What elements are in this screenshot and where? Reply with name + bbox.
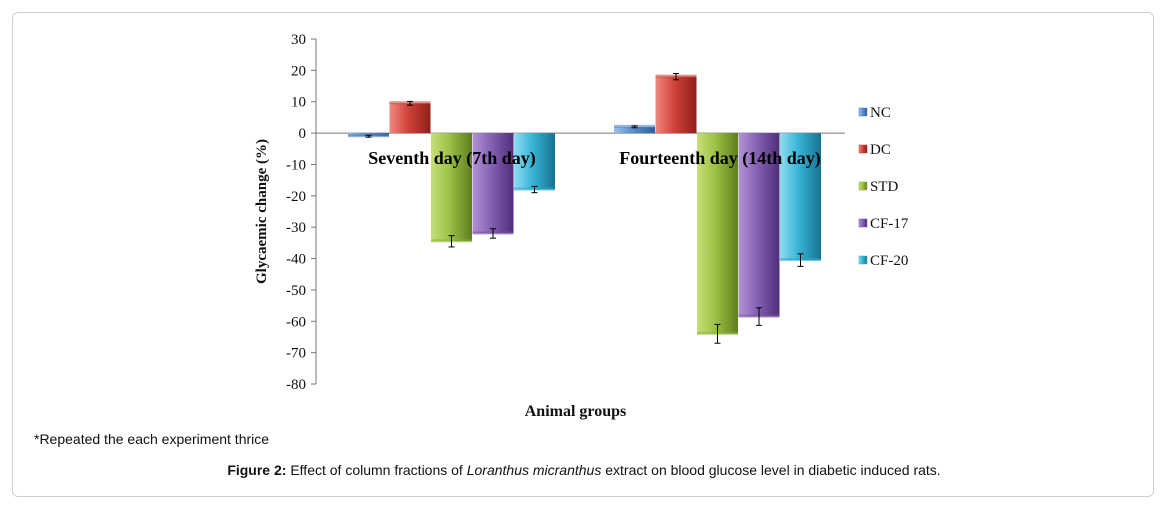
bar-std-2 <box>697 133 738 334</box>
caption-text-after: extract on blood glucose level in diabet… <box>601 462 941 478</box>
figure-frame <box>12 12 1154 497</box>
bar-nc-2 <box>614 126 655 134</box>
y-axis-title: Glycaemic change (%) <box>254 139 270 284</box>
figure-caption: Figure 2: Effect of column fractions of … <box>0 462 1168 478</box>
legend-swatch-nc <box>858 107 868 117</box>
legend-label-nc: NC <box>870 105 891 121</box>
bar-dc-2 <box>655 76 697 134</box>
y-tick-label: 10 <box>291 95 306 111</box>
bar-cf-20-2 <box>780 133 821 261</box>
legend-label-cf-20: CF-20 <box>870 253 908 269</box>
y-tick-label: -60 <box>286 314 306 330</box>
bar-cf-20-1 <box>514 133 555 190</box>
caption-text-before: Effect of column fractions of <box>286 462 467 478</box>
y-tick-label: -80 <box>286 377 306 393</box>
y-tick-label: -70 <box>286 346 306 362</box>
category-label: Seventh day (7th day) <box>368 148 536 169</box>
legend-label-dc: DC <box>870 142 891 158</box>
bar-dc-1 <box>389 103 431 134</box>
y-tick-label: -40 <box>286 252 306 268</box>
y-tick-label: 30 <box>291 32 306 48</box>
category-label: Fourteenth day (14th day) <box>619 148 821 169</box>
legend-label-std: STD <box>870 179 899 195</box>
caption-species: Loranthus micranthus <box>466 462 602 478</box>
y-tick-label: 0 <box>299 126 307 142</box>
y-tick-label: -50 <box>286 283 306 299</box>
y-tick-label: -30 <box>286 220 306 236</box>
y-tick-label: -10 <box>286 157 306 173</box>
footnote: *Repeated the each experiment thrice <box>34 431 270 447</box>
bar-cf-17-2 <box>738 133 780 317</box>
legend-swatch-std <box>858 181 868 191</box>
x-axis-title: Animal groups <box>525 403 627 420</box>
y-tick-label: -20 <box>286 189 306 205</box>
legend-swatch-cf-20 <box>858 255 868 265</box>
chart: 30 20 10 0 -10 -20 -30 -40 -50 -60 -70 -80 Glycaemi… <box>254 32 909 420</box>
y-tick-label: 20 <box>291 63 306 79</box>
caption-label: Figure 2: <box>227 462 287 478</box>
legend-swatch-dc <box>858 144 868 154</box>
bar-std-1 <box>431 133 472 242</box>
legend-label-cf-17: CF-17 <box>870 216 909 232</box>
legend-swatch-cf-17 <box>858 218 868 228</box>
bar-cf-17-1 <box>472 133 514 234</box>
